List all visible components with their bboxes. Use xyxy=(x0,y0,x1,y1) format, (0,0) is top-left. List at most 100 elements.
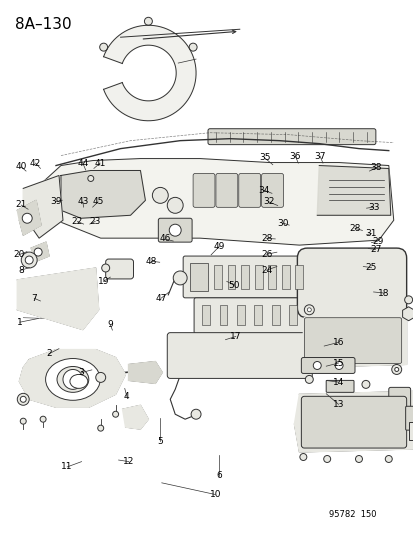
Circle shape xyxy=(102,264,109,272)
FancyBboxPatch shape xyxy=(388,387,410,421)
Circle shape xyxy=(335,361,342,369)
Ellipse shape xyxy=(45,359,100,400)
Text: 22: 22 xyxy=(72,217,83,226)
Circle shape xyxy=(323,456,330,463)
Bar xyxy=(408,422,413,440)
Text: 20: 20 xyxy=(13,251,24,260)
Text: 12: 12 xyxy=(123,457,134,466)
Text: 1: 1 xyxy=(17,318,23,327)
Circle shape xyxy=(21,252,37,268)
Text: 46: 46 xyxy=(159,235,170,244)
Bar xyxy=(214,265,221,289)
FancyBboxPatch shape xyxy=(216,173,237,207)
Polygon shape xyxy=(128,361,162,383)
Bar xyxy=(190,263,207,291)
Circle shape xyxy=(167,197,183,213)
Bar xyxy=(289,305,297,325)
Bar xyxy=(295,265,303,289)
Text: 34: 34 xyxy=(257,185,269,195)
Text: 40: 40 xyxy=(15,163,27,171)
Circle shape xyxy=(25,256,33,264)
Ellipse shape xyxy=(57,367,88,392)
FancyBboxPatch shape xyxy=(194,298,305,334)
Circle shape xyxy=(404,296,412,304)
Text: 3: 3 xyxy=(78,368,84,377)
FancyBboxPatch shape xyxy=(261,173,283,207)
Text: 33: 33 xyxy=(367,203,378,212)
Circle shape xyxy=(100,43,107,51)
Circle shape xyxy=(304,305,313,315)
Text: 11: 11 xyxy=(61,463,73,471)
Text: 44: 44 xyxy=(77,159,88,167)
Text: 38: 38 xyxy=(370,164,381,172)
Text: 31: 31 xyxy=(365,229,376,238)
FancyBboxPatch shape xyxy=(183,256,306,298)
Text: 47: 47 xyxy=(155,294,166,303)
Bar xyxy=(254,265,262,289)
Text: 45: 45 xyxy=(92,197,104,206)
Polygon shape xyxy=(19,350,125,407)
FancyBboxPatch shape xyxy=(325,381,353,392)
FancyBboxPatch shape xyxy=(167,333,311,378)
Text: 4: 4 xyxy=(124,392,129,401)
Circle shape xyxy=(313,361,320,369)
Text: 2: 2 xyxy=(46,350,51,359)
Text: 48: 48 xyxy=(145,257,157,265)
FancyBboxPatch shape xyxy=(405,406,413,430)
Text: 17: 17 xyxy=(230,332,241,341)
FancyBboxPatch shape xyxy=(238,173,260,207)
Polygon shape xyxy=(17,200,41,235)
Text: 8: 8 xyxy=(18,266,24,274)
Text: 28: 28 xyxy=(349,224,360,233)
Polygon shape xyxy=(31,242,49,262)
FancyBboxPatch shape xyxy=(301,397,406,448)
FancyBboxPatch shape xyxy=(297,248,406,318)
Text: 37: 37 xyxy=(313,152,325,161)
Polygon shape xyxy=(39,158,393,245)
Circle shape xyxy=(394,367,398,372)
Circle shape xyxy=(40,416,46,422)
Text: 35: 35 xyxy=(258,154,270,163)
Text: 16: 16 xyxy=(332,338,344,347)
Bar xyxy=(240,265,249,289)
Polygon shape xyxy=(17,268,98,330)
Text: 26: 26 xyxy=(260,250,272,259)
Text: 5: 5 xyxy=(157,437,162,446)
Circle shape xyxy=(385,456,391,463)
Text: 36: 36 xyxy=(289,152,300,161)
Bar xyxy=(281,265,289,289)
Polygon shape xyxy=(103,25,196,121)
Text: 18: 18 xyxy=(377,288,389,297)
Polygon shape xyxy=(122,405,148,429)
Circle shape xyxy=(355,456,361,463)
FancyBboxPatch shape xyxy=(158,218,192,242)
Bar xyxy=(271,305,279,325)
Circle shape xyxy=(189,43,197,51)
Text: 24: 24 xyxy=(260,266,272,274)
Circle shape xyxy=(152,188,168,203)
Text: 15: 15 xyxy=(332,359,344,367)
FancyBboxPatch shape xyxy=(192,173,214,207)
Circle shape xyxy=(97,425,103,431)
Circle shape xyxy=(17,393,29,405)
FancyBboxPatch shape xyxy=(304,318,401,364)
Circle shape xyxy=(88,175,93,181)
FancyBboxPatch shape xyxy=(207,129,375,144)
Text: 8A–130: 8A–130 xyxy=(15,17,72,33)
Text: 28: 28 xyxy=(260,234,272,243)
Polygon shape xyxy=(316,166,390,215)
Circle shape xyxy=(305,375,313,383)
Bar xyxy=(254,305,262,325)
Text: 32: 32 xyxy=(262,197,274,206)
Polygon shape xyxy=(301,315,406,367)
Circle shape xyxy=(22,213,32,223)
Bar xyxy=(236,305,244,325)
Text: 21: 21 xyxy=(15,200,27,209)
Text: 23: 23 xyxy=(89,217,101,226)
Text: 10: 10 xyxy=(209,490,221,499)
Text: 14: 14 xyxy=(332,377,344,386)
Circle shape xyxy=(20,418,26,424)
Circle shape xyxy=(144,17,152,25)
Bar xyxy=(219,305,227,325)
Polygon shape xyxy=(294,391,413,452)
